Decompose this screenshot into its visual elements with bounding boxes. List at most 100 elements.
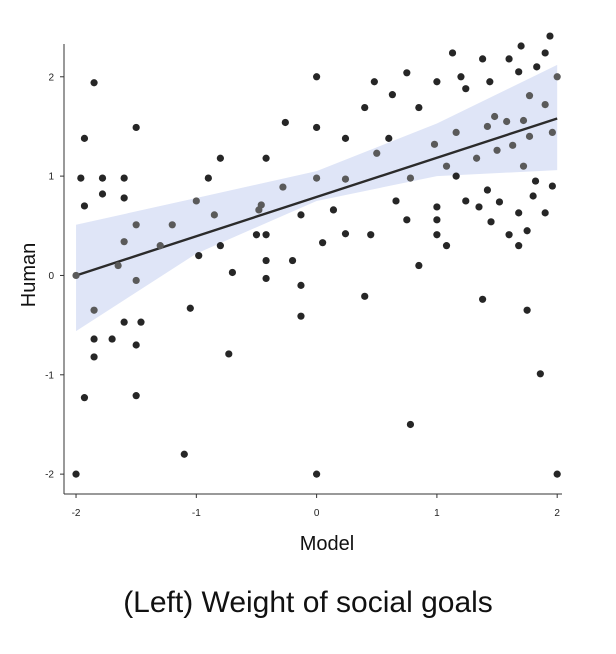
data-point: [442, 242, 451, 250]
data-point: [225, 350, 233, 358]
y-tick-label: -1: [45, 370, 54, 381]
data-point: [452, 172, 460, 180]
data-point: [519, 162, 528, 170]
data-point: [297, 211, 305, 219]
data-point: [361, 292, 369, 300]
data-point: [341, 175, 350, 183]
data-point: [487, 218, 495, 226]
data-point: [433, 231, 441, 239]
data-point: [132, 392, 140, 400]
data-point: [168, 221, 176, 229]
data-point: [495, 198, 504, 206]
x-axis-title: Model: [300, 533, 354, 555]
data-point: [472, 154, 481, 162]
data-point: [279, 183, 287, 191]
data-point: [533, 63, 541, 71]
data-point: [430, 140, 439, 148]
data-point: [523, 227, 531, 235]
data-point: [313, 123, 321, 132]
data-point: [462, 85, 470, 93]
data-point: [313, 73, 321, 81]
data-point: [370, 78, 378, 86]
data-point: [297, 312, 305, 320]
data-points-layer: [72, 32, 561, 478]
data-point: [120, 318, 128, 326]
data-point: [548, 128, 556, 137]
data-point: [515, 242, 523, 250]
data-point: [505, 55, 513, 63]
data-point: [186, 304, 194, 312]
data-point: [385, 134, 393, 142]
data-point: [519, 116, 528, 125]
data-point: [479, 55, 487, 63]
data-point: [442, 162, 451, 170]
data-point: [503, 117, 511, 126]
data-point: [137, 318, 145, 326]
data-point: [204, 174, 212, 182]
data-point: [281, 118, 289, 127]
data-point: [216, 242, 224, 250]
data-point: [541, 49, 549, 57]
data-point: [517, 42, 525, 50]
data-point: [297, 281, 305, 289]
y-tick-label: 1: [48, 172, 54, 183]
data-point: [313, 174, 321, 182]
data-point: [114, 261, 122, 270]
data-point: [367, 231, 375, 239]
regression-line: [75, 117, 558, 277]
data-point: [525, 92, 534, 100]
data-point: [90, 353, 98, 361]
x-tick-label: 1: [434, 508, 440, 519]
x-tick-label: -1: [192, 508, 201, 519]
data-point: [491, 112, 499, 121]
data-point: [433, 203, 441, 211]
data-point: [548, 182, 556, 190]
data-point: [531, 177, 540, 185]
data-point: [403, 69, 411, 77]
axes-layer: -2 -1 0 1 2 -2 -1 0 1 2: [45, 44, 562, 519]
x-tick-label: -2: [72, 508, 81, 519]
data-point: [406, 420, 415, 429]
data-point: [120, 174, 128, 182]
data-point: [262, 231, 270, 239]
y-axis-title: Human: [18, 243, 40, 307]
data-point: [98, 190, 107, 198]
data-point: [457, 73, 465, 81]
data-point: [132, 341, 140, 349]
data-point: [433, 216, 441, 224]
data-point: [132, 123, 140, 132]
data-point: [483, 186, 492, 194]
data-point: [433, 78, 441, 86]
data-point: [98, 174, 107, 182]
data-point: [252, 231, 261, 239]
data-point: [546, 32, 554, 40]
data-point: [192, 197, 200, 205]
data-point: [180, 450, 188, 458]
data-point: [403, 216, 411, 224]
data-point: [216, 154, 224, 162]
data-point: [156, 242, 164, 250]
y-tick-label: 0: [48, 271, 54, 282]
data-point: [486, 78, 494, 86]
data-point: [90, 79, 98, 87]
figure-caption: (Left) Weight of social goals: [123, 586, 493, 619]
data-point: [77, 174, 85, 182]
data-point: [80, 134, 89, 142]
data-point: [288, 256, 297, 265]
data-point: [373, 149, 381, 157]
data-point: [541, 100, 549, 109]
data-point: [479, 295, 487, 303]
data-point: [541, 209, 549, 217]
data-point: [262, 256, 270, 265]
data-point: [132, 221, 140, 229]
data-point: [80, 394, 89, 402]
data-point: [262, 154, 270, 162]
data-point: [341, 230, 350, 238]
data-point: [475, 203, 483, 211]
data-point: [515, 68, 523, 76]
data-point: [515, 209, 523, 217]
x-tick-label: 2: [554, 508, 560, 519]
data-point: [108, 335, 116, 343]
data-point: [120, 194, 128, 202]
x-tick-label: 0: [314, 508, 320, 519]
